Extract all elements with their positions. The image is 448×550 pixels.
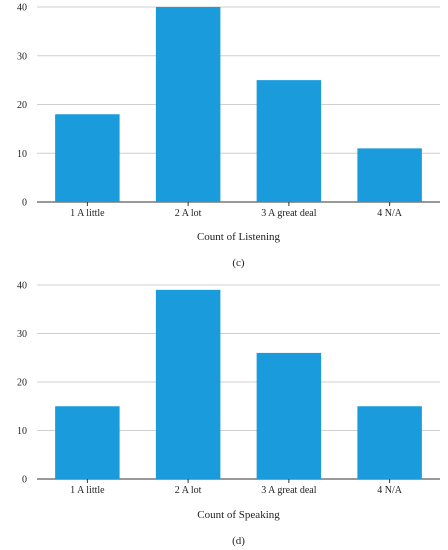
bar xyxy=(357,148,422,202)
bar xyxy=(155,289,221,479)
y-tick-label: 0 xyxy=(22,475,27,486)
y-tick-label: 30 xyxy=(17,329,27,340)
x-tick-label: 2 A lot xyxy=(175,485,202,496)
y-tick-label: 40 xyxy=(17,3,27,14)
x-tick-label: 3 A great deal xyxy=(261,485,316,496)
y-tick-label: 0 xyxy=(22,198,27,209)
bars xyxy=(55,7,422,202)
y-tick-label: 20 xyxy=(17,378,27,389)
bar xyxy=(55,114,120,202)
y-axis-ticks: 0 10 20 30 40 xyxy=(17,281,27,486)
x-axis-ticks: 1 A little 2 A lot 3 A great deal 4 N/A xyxy=(70,479,403,496)
x-tick-label: 3 A great deal xyxy=(261,208,316,219)
y-tick-label: 40 xyxy=(17,281,27,292)
y-tick-label: 10 xyxy=(17,426,27,437)
panel-label: (c) xyxy=(232,257,245,269)
y-tick-label: 30 xyxy=(17,51,27,62)
y-axis-ticks: 0 10 20 30 40 xyxy=(17,3,27,209)
chart-speaking: 0 10 20 30 40 1 A little 2 A lot 3 A great dea… xyxy=(17,281,440,547)
chart-listening: 0 10 20 30 40 1 A little 2 A lot 3 A great dea… xyxy=(17,3,440,269)
x-axis-label: Count of Speaking xyxy=(197,509,280,521)
bar xyxy=(256,80,322,202)
x-tick-label: 4 N/A xyxy=(377,485,403,496)
bar xyxy=(155,7,221,202)
y-tick-label: 20 xyxy=(17,100,27,111)
bar xyxy=(256,352,322,479)
bars xyxy=(55,289,422,479)
y-tick-label: 10 xyxy=(17,149,27,160)
panel-label: (d) xyxy=(232,535,245,547)
bar xyxy=(357,406,422,479)
x-tick-label: 4 N/A xyxy=(377,208,403,219)
x-tick-label: 1 A little xyxy=(70,485,105,496)
x-tick-label: 2 A lot xyxy=(175,208,202,219)
x-axis-ticks: 1 A little 2 A lot 3 A great deal 4 N/A xyxy=(70,202,403,219)
x-axis-label: Count of Listening xyxy=(197,231,281,243)
x-tick-label: 1 A little xyxy=(70,208,105,219)
bar xyxy=(55,406,120,479)
